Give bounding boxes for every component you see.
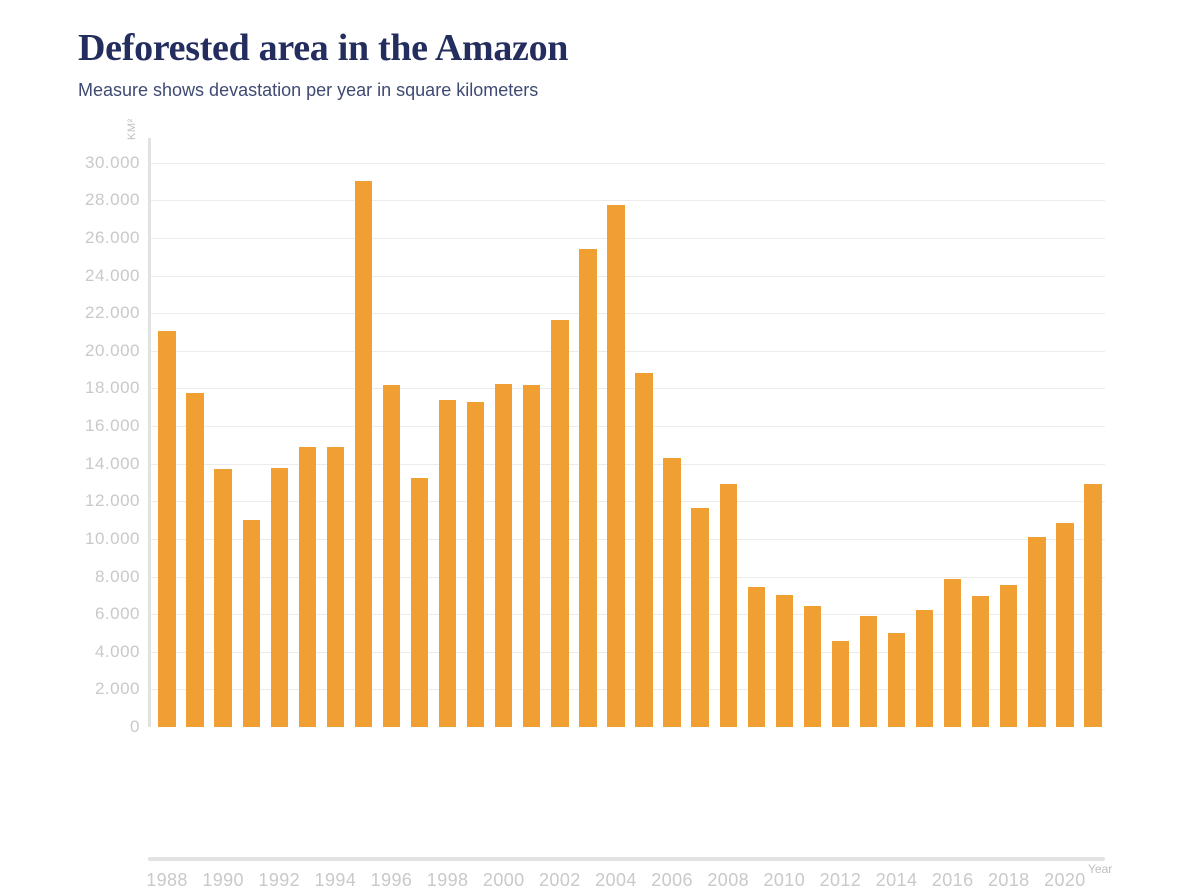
bar[interactable] bbox=[943, 578, 962, 727]
gridline bbox=[151, 651, 1105, 653]
bar[interactable] bbox=[887, 632, 906, 727]
bar[interactable] bbox=[158, 331, 176, 727]
gridline bbox=[151, 426, 1105, 428]
bar[interactable] bbox=[1084, 483, 1102, 727]
bar[interactable] bbox=[551, 319, 569, 727]
y-axis-tick-label: 20.000 bbox=[85, 340, 140, 360]
bar[interactable] bbox=[719, 484, 737, 727]
bar[interactable] bbox=[831, 641, 850, 727]
chart-header: Deforested area in the Amazon Measure sh… bbox=[78, 26, 1128, 102]
x-axis-unit-label: Year bbox=[1088, 862, 1113, 876]
bar[interactable] bbox=[1000, 585, 1018, 727]
y-axis-tick-label: 14.000 bbox=[85, 453, 140, 473]
bar[interactable] bbox=[775, 595, 794, 727]
y-axis-tick-label: 30.000 bbox=[85, 152, 140, 172]
x-axis-tick-label: 2016 bbox=[931, 870, 974, 890]
gridline bbox=[151, 501, 1105, 503]
x-axis-tick-label: 2006 bbox=[651, 870, 693, 890]
x-axis-tick-label: 2004 bbox=[595, 870, 637, 890]
bar[interactable] bbox=[803, 606, 822, 727]
x-axis-tick-label: 2008 bbox=[707, 870, 750, 890]
gridline bbox=[151, 350, 1105, 352]
x-axis-tick-label: 2010 bbox=[763, 870, 806, 890]
bar[interactable] bbox=[859, 616, 878, 727]
bar[interactable] bbox=[214, 468, 232, 727]
gridline bbox=[151, 463, 1105, 465]
bar[interactable] bbox=[691, 507, 709, 727]
bar[interactable] bbox=[186, 392, 204, 727]
y-axis-tick-label: 6.000 bbox=[94, 604, 140, 624]
y-axis-tick-label: 16.000 bbox=[85, 416, 140, 436]
bar[interactable] bbox=[298, 446, 317, 727]
bar[interactable] bbox=[635, 372, 653, 727]
x-axis-tick-label: 1992 bbox=[258, 870, 301, 890]
gridline bbox=[151, 388, 1105, 390]
bar[interactable] bbox=[972, 596, 990, 727]
x-axis-tick-label: 2002 bbox=[539, 870, 581, 890]
bar[interactable] bbox=[466, 402, 485, 727]
gridline bbox=[151, 538, 1105, 540]
chart-subtitle: Measure shows devastation per year in sq… bbox=[78, 80, 539, 100]
gridline bbox=[151, 238, 1105, 240]
y-axis-tick-label: 26.000 bbox=[85, 228, 140, 248]
gridline bbox=[151, 313, 1105, 315]
y-axis-tick-label: 0 bbox=[130, 717, 140, 736]
y-axis-tick-label: 10.000 bbox=[85, 528, 140, 548]
x-axis-tick-label: 2012 bbox=[819, 870, 862, 890]
x-axis-line bbox=[148, 857, 1105, 861]
x-axis-tick-label: 2014 bbox=[875, 870, 918, 890]
x-axis-tick-label: 1998 bbox=[426, 870, 469, 890]
y-axis-tick-label: 8.000 bbox=[94, 566, 140, 586]
bar[interactable] bbox=[410, 478, 429, 727]
gridline bbox=[151, 614, 1105, 616]
bar[interactable] bbox=[382, 385, 401, 727]
bar[interactable] bbox=[915, 610, 934, 727]
page-title: Deforested area in the Amazon bbox=[78, 27, 569, 69]
bar[interactable] bbox=[242, 519, 260, 727]
y-axis-tick-labels: 0 2.000 4.000 6.000 8.000 10.000 12.000 14.000 1… bbox=[0, 130, 140, 770]
gridline bbox=[151, 689, 1105, 691]
bar[interactable] bbox=[747, 586, 765, 727]
bar[interactable] bbox=[607, 204, 625, 727]
bar[interactable] bbox=[523, 385, 541, 727]
bar[interactable] bbox=[438, 400, 457, 727]
bar[interactable] bbox=[1056, 522, 1074, 727]
x-axis-tick-label: 2020 bbox=[1044, 870, 1086, 890]
y-axis-tick-label: 24.000 bbox=[85, 265, 140, 285]
bar[interactable] bbox=[663, 458, 681, 727]
x-axis-tick-label: 1996 bbox=[370, 870, 413, 890]
y-axis-line bbox=[148, 138, 151, 727]
gridline bbox=[151, 275, 1105, 277]
x-axis-tick-label: 2018 bbox=[987, 870, 1030, 890]
y-axis-tick-label: 22.000 bbox=[85, 303, 140, 323]
x-axis-tick-label: 1994 bbox=[314, 870, 357, 890]
y-axis-tick-label: 4.000 bbox=[94, 641, 140, 661]
plot-area bbox=[151, 144, 1105, 727]
gridline bbox=[151, 200, 1105, 202]
bar-chart: KM² 0 2.000 4.000 6.000 8.000 10.000 12.000 14.… bbox=[0, 118, 1200, 890]
x-axis-tick-label: 1988 bbox=[146, 870, 188, 890]
x-axis-tick-label: 1990 bbox=[202, 870, 244, 890]
bar[interactable] bbox=[270, 467, 288, 727]
gridline bbox=[151, 162, 1105, 164]
y-axis-tick-label: 18.000 bbox=[85, 378, 140, 398]
y-axis-tick-label: 2.000 bbox=[94, 679, 140, 699]
bar[interactable] bbox=[354, 180, 373, 727]
y-axis-tick-label: 12.000 bbox=[85, 491, 140, 511]
gridline bbox=[151, 576, 1105, 578]
bar[interactable] bbox=[1028, 536, 1046, 727]
bar[interactable] bbox=[326, 446, 345, 727]
bar[interactable] bbox=[579, 249, 597, 727]
bar[interactable] bbox=[495, 384, 513, 727]
y-axis-tick-label: 28.000 bbox=[85, 190, 140, 210]
x-axis-tick-label: 2000 bbox=[482, 870, 525, 890]
